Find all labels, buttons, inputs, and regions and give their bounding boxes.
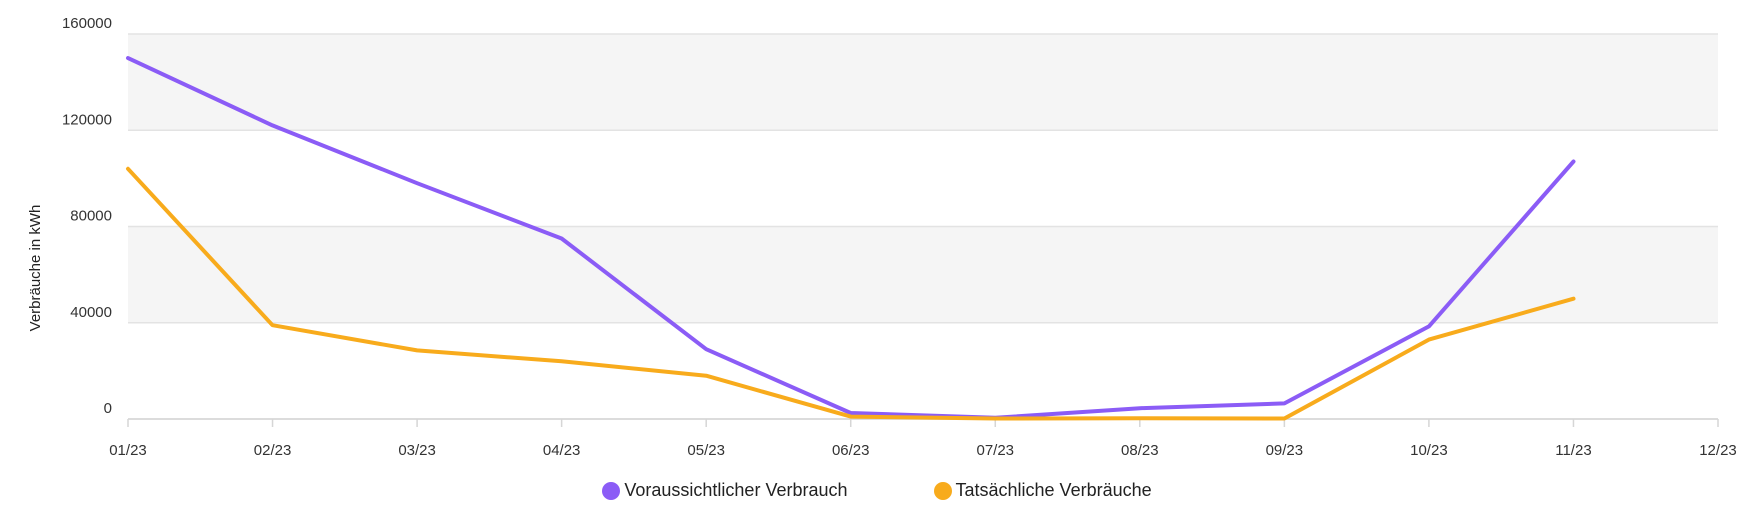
legend-label: Voraussichtlicher Verbrauch: [624, 480, 848, 500]
grid-band: [128, 34, 1718, 131]
x-tick-label: 07/23: [976, 442, 1014, 459]
legend-marker-icon: [602, 481, 621, 500]
x-tick-label: 11/23: [1555, 442, 1591, 459]
legend: Voraussichtlicher Verbrauch Tatsächliche…: [0, 480, 1754, 501]
legend-label: Tatsächliche Verbräuche: [955, 480, 1152, 500]
series-line-1: [126, 56, 1576, 420]
series-line-2: [126, 166, 1576, 421]
x-tick-label: 05/23: [687, 442, 725, 459]
x-tick-label: 10/23: [1410, 442, 1448, 459]
y-axis-title: Verbräuche in kWh: [27, 205, 44, 332]
legend-item-tatsaechliche-verbraeuche[interactable]: Tatsächliche Verbräuche: [933, 480, 1152, 501]
grid-band: [128, 226, 1718, 323]
x-tick-label: 09/23: [1266, 442, 1304, 459]
grid-bands: [128, 34, 1718, 323]
x-tick-label: 04/23: [543, 442, 581, 459]
y-tick-label: 40000: [70, 304, 112, 321]
x-tick-label: 03/23: [398, 442, 436, 459]
y-tick-label: 120000: [62, 111, 112, 128]
x-axis: 01/23 02/23 03/23 04/23 05/23 06/23 07/23 08/23…: [109, 418, 1737, 459]
x-tick-label: 08/23: [1121, 442, 1159, 459]
y-tick-label: 160000: [62, 15, 112, 32]
series-lines: [126, 56, 1576, 421]
legend-marker-icon: [933, 481, 952, 500]
x-tick-label: 01/23: [109, 442, 147, 459]
y-tick-label: 0: [104, 400, 112, 417]
x-tick-label: 06/23: [832, 442, 870, 459]
x-tick-label: 12/23: [1699, 442, 1737, 459]
y-tick-label: 80000: [70, 208, 112, 225]
y-axis-ticks: 0 40000 80000 120000 160000: [62, 15, 112, 417]
x-tick-label: 02/23: [254, 442, 292, 459]
legend-item-voraussichtlicher-verbrauch[interactable]: Voraussichtlicher Verbrauch: [602, 480, 848, 501]
